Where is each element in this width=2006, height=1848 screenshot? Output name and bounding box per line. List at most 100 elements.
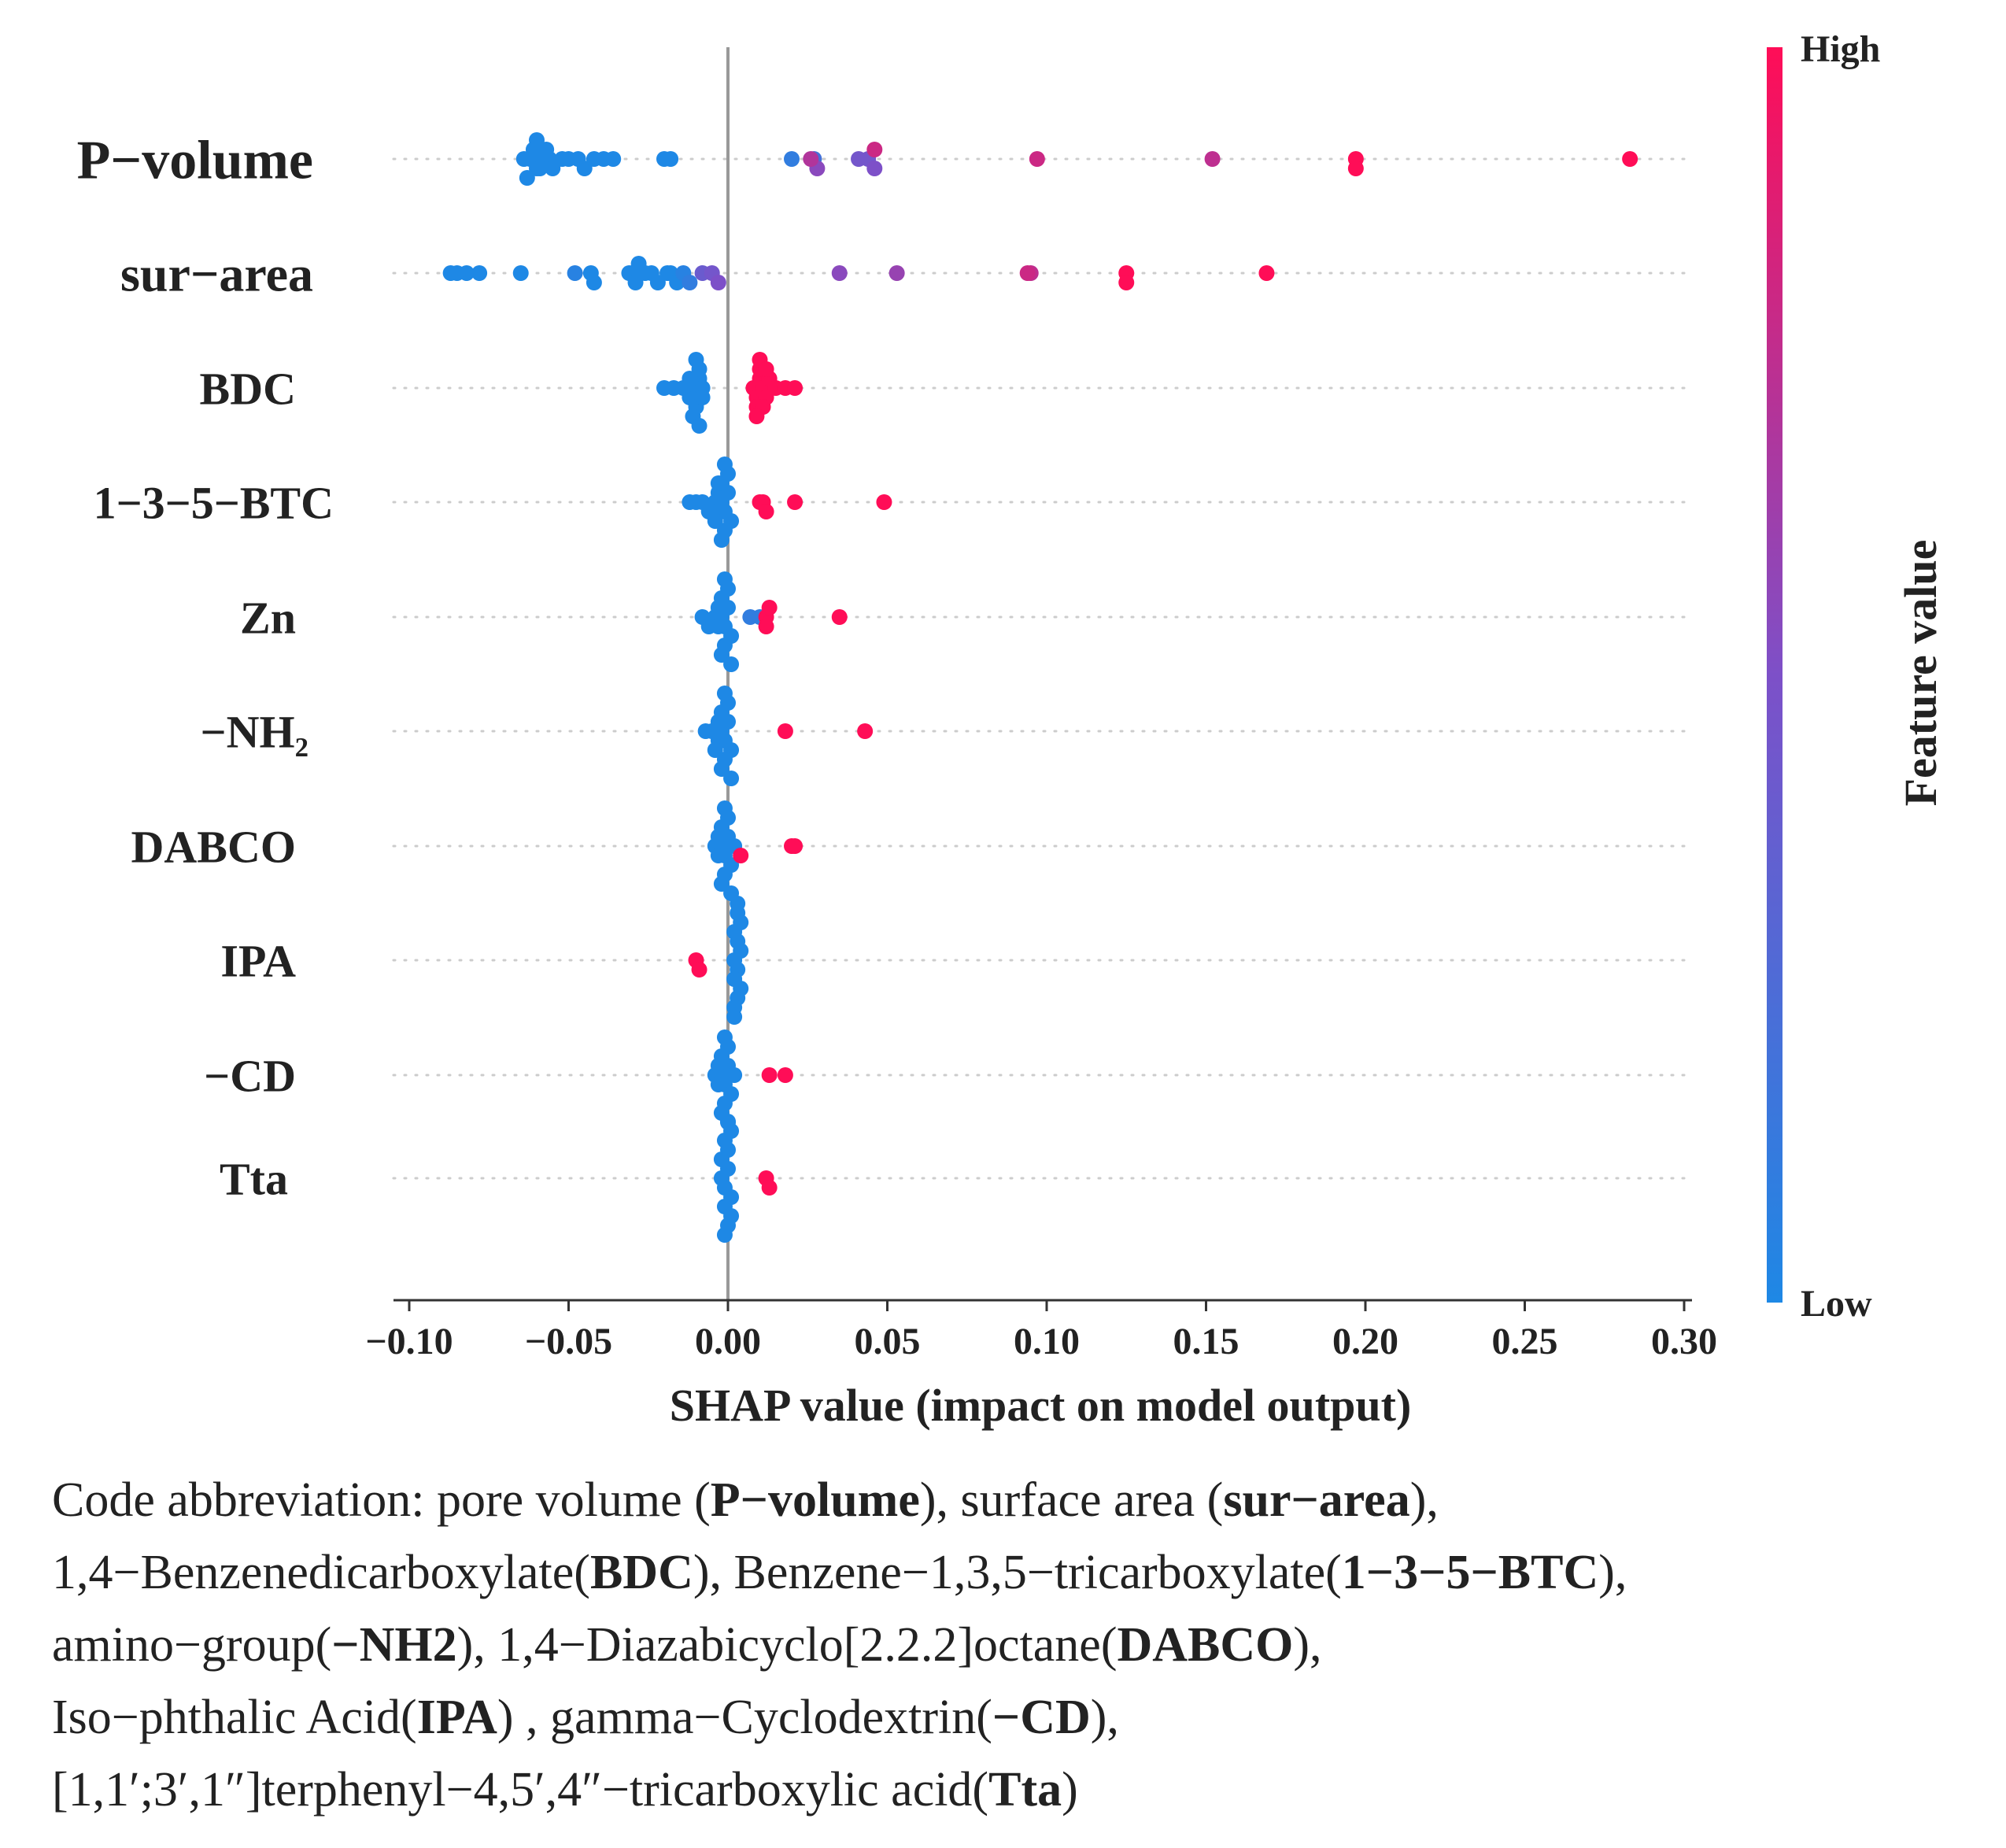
shap-point xyxy=(777,723,793,739)
colorbar: High Low Feature value xyxy=(1767,28,1946,1325)
caption-code: IPA xyxy=(416,1691,497,1744)
feature-labels: P−volume sur−area BDC 1−3−5−BTC Zn −NH₂ DABCO I… xyxy=(77,131,334,1205)
colorbar-high-label: High xyxy=(1801,28,1880,70)
caption-entry: 1,4−Diazabicyclo[2.2.2]octane(DABCO), xyxy=(497,1618,1322,1672)
feature-label: 1−3−5−BTC xyxy=(94,477,334,528)
shap-point xyxy=(1347,161,1364,176)
shap-summary-plot: P−volume sur−area BDC 1−3−5−BTC Zn −NH₂ DABCO I… xyxy=(77,28,1946,1431)
shap-point xyxy=(1258,265,1275,281)
shap-point xyxy=(1622,151,1638,167)
beeswarm-points xyxy=(442,132,1638,1243)
shap-point xyxy=(723,656,740,672)
caption-entry: 1,4−Benzenedicarboxylate(BDC), xyxy=(52,1546,734,1599)
shap-point xyxy=(716,1227,733,1243)
shap-point xyxy=(545,161,561,176)
shap-point xyxy=(691,418,707,434)
caption-code: −CD xyxy=(992,1691,1091,1744)
shap-point xyxy=(710,475,726,491)
shap-point xyxy=(707,742,723,758)
shap-point xyxy=(605,151,622,167)
shap-point xyxy=(866,142,883,157)
caption-code: DABCO xyxy=(1117,1618,1294,1672)
shap-point xyxy=(688,352,704,368)
shap-point xyxy=(723,771,740,786)
shap-point xyxy=(784,151,800,167)
caption-entry: pore volume (P−volume), xyxy=(436,1473,961,1527)
x-tick-label: 0.15 xyxy=(1173,1321,1239,1362)
shap-point xyxy=(1029,151,1045,167)
shap-point xyxy=(682,371,698,386)
colorbar-title: Feature value xyxy=(1895,540,1946,807)
colorbar-gradient xyxy=(1767,47,1782,1303)
shap-point xyxy=(458,265,475,281)
shap-point xyxy=(713,876,730,892)
feature-label: IPA xyxy=(220,935,296,986)
shap-point xyxy=(515,151,532,167)
shap-point xyxy=(831,265,848,281)
feature-label: P−volume xyxy=(77,131,313,191)
feature-label: Tta xyxy=(220,1153,288,1204)
shap-point xyxy=(758,504,774,519)
shap-point xyxy=(787,494,804,510)
shap-point xyxy=(471,265,488,281)
shap-point xyxy=(707,513,723,529)
feature-label: DABCO xyxy=(131,821,296,872)
shap-point xyxy=(1019,265,1036,281)
x-axis-label: SHAP value (impact on model output) xyxy=(670,1380,1412,1431)
shap-point xyxy=(529,132,545,148)
shap-point xyxy=(761,1067,778,1083)
feature-label: BDC xyxy=(200,363,296,414)
shap-point xyxy=(716,571,733,587)
shap-point xyxy=(1118,275,1135,290)
x-axis: −0.10 −0.05 0.00 0.05 0.10 0.15 0.20 0.25 0.30 xyxy=(365,1299,1717,1362)
x-tick-label: −0.10 xyxy=(365,1321,453,1362)
shap-point xyxy=(761,1180,778,1196)
x-tick-label: 0.30 xyxy=(1651,1321,1717,1362)
shap-point xyxy=(538,142,555,157)
shap-point xyxy=(627,275,644,290)
shap-point xyxy=(726,1067,743,1083)
feature-label: −NH₂ xyxy=(201,706,308,757)
caption-code: P−volume xyxy=(710,1473,920,1527)
caption-code: 1−3−5−BTC xyxy=(1341,1546,1599,1599)
caption-code: BDC xyxy=(589,1546,693,1599)
x-tick-label: 0.25 xyxy=(1492,1321,1558,1362)
colorbar-low-label: Low xyxy=(1801,1283,1872,1325)
shap-point xyxy=(733,848,749,863)
x-tick-label: 0.20 xyxy=(1332,1321,1398,1362)
shap-point xyxy=(803,151,819,167)
shap-point xyxy=(567,265,583,281)
shap-point xyxy=(713,761,730,777)
feature-label: −CD xyxy=(204,1050,296,1101)
shap-point xyxy=(716,456,733,472)
abbreviation-caption: Code abbreviation: pore volume (P−volume… xyxy=(52,1464,1980,1826)
shap-point xyxy=(748,408,765,424)
shap-point xyxy=(730,896,746,911)
shap-point xyxy=(726,1009,743,1025)
shap-point xyxy=(713,532,730,548)
shap-point xyxy=(777,1067,793,1083)
x-tick-label: −0.05 xyxy=(525,1321,612,1362)
shap-point xyxy=(720,1114,736,1129)
caption-entry: amino−group(−NH2), xyxy=(52,1618,498,1672)
shap-point xyxy=(682,275,698,290)
shap-point xyxy=(716,800,733,816)
shap-point xyxy=(876,494,892,510)
row-gridlines xyxy=(392,157,1694,1180)
shap-point xyxy=(716,686,733,701)
shap-point xyxy=(694,390,711,405)
x-tick-label: 0.10 xyxy=(1014,1321,1080,1362)
shap-point xyxy=(576,161,593,176)
x-tick-label: 0.05 xyxy=(855,1321,921,1362)
shap-point xyxy=(758,361,774,377)
shap-point xyxy=(663,151,679,167)
shap-point xyxy=(831,609,848,625)
caption-code: −NH2 xyxy=(331,1618,457,1672)
shap-point xyxy=(761,600,778,615)
shap-point xyxy=(532,161,549,176)
feature-label: sur−area xyxy=(120,246,313,301)
x-tick-label: 0.00 xyxy=(695,1321,761,1362)
caption-intro: Code abbreviation: xyxy=(52,1473,437,1527)
caption-entry: [1,1′;3′,1″]terphenyl−4,5′,4″−tricarboxy… xyxy=(52,1763,1078,1817)
shap-point xyxy=(586,275,602,290)
